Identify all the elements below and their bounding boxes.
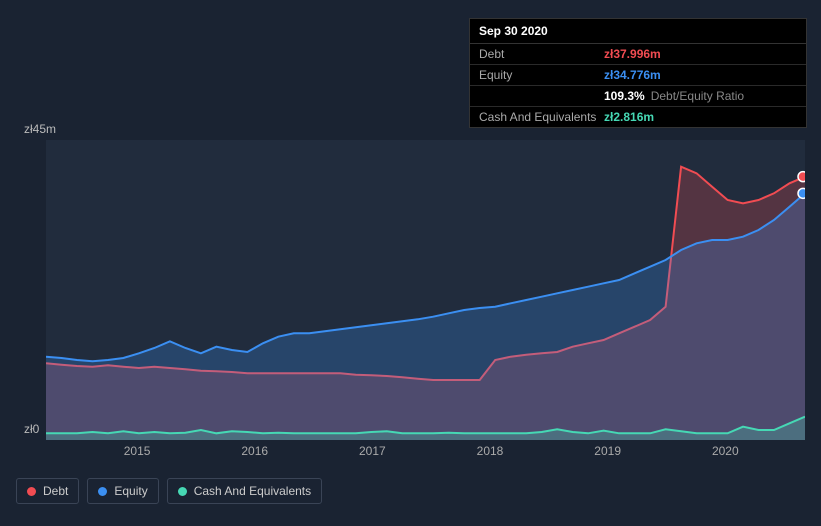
end-marker-debt xyxy=(798,172,805,182)
x-tick: 2016 xyxy=(241,444,268,458)
tooltip-row-label xyxy=(479,89,604,103)
tooltip-row-label: Equity xyxy=(479,68,604,82)
y-axis-label-min: zł0 xyxy=(24,422,39,436)
x-tick: 2017 xyxy=(359,444,386,458)
tooltip-row-value: zł34.776m xyxy=(604,68,661,82)
x-tick: 2015 xyxy=(124,444,151,458)
tooltip-row: Equityzł34.776m xyxy=(470,65,806,86)
x-axis: 2015 2016 2017 2018 2019 2020 xyxy=(46,444,805,462)
legend-label: Equity xyxy=(114,484,147,498)
legend-label: Cash And Equivalents xyxy=(194,484,311,498)
tooltip-row-value: zł37.996m xyxy=(604,47,661,61)
plot-region[interactable] xyxy=(46,140,805,440)
area-chart-svg xyxy=(46,140,805,440)
legend-item-debt[interactable]: Debt xyxy=(16,478,79,504)
y-axis-label-max: zł45m xyxy=(24,122,56,136)
tooltip-row-value: 109.3%Debt/Equity Ratio xyxy=(604,89,744,103)
tooltip-date: Sep 30 2020 xyxy=(470,19,806,44)
x-tick: 2019 xyxy=(594,444,621,458)
tooltip-row-note: Debt/Equity Ratio xyxy=(651,89,744,103)
x-tick: 2018 xyxy=(477,444,504,458)
legend-dot xyxy=(27,487,36,496)
legend-dot xyxy=(98,487,107,496)
legend-dot xyxy=(178,487,187,496)
tooltip-row-label: Debt xyxy=(479,47,604,61)
chart-area: zł45m zł0 2015 2016 2017 2018 2019 2020 xyxy=(16,122,805,462)
tooltip-row: 109.3%Debt/Equity Ratio xyxy=(470,86,806,107)
legend-item-equity[interactable]: Equity xyxy=(87,478,158,504)
tooltip-rows: Debtzł37.996mEquityzł34.776m109.3%Debt/E… xyxy=(470,44,806,127)
x-tick: 2020 xyxy=(712,444,739,458)
tooltip-row: Debtzł37.996m xyxy=(470,44,806,65)
legend-label: Debt xyxy=(43,484,68,498)
chart-tooltip: Sep 30 2020 Debtzł37.996mEquityzł34.776m… xyxy=(469,18,807,128)
legend-item-cash-and-equivalents[interactable]: Cash And Equivalents xyxy=(167,478,322,504)
end-marker-equity xyxy=(798,188,805,198)
legend: Debt Equity Cash And Equivalents xyxy=(16,478,322,504)
